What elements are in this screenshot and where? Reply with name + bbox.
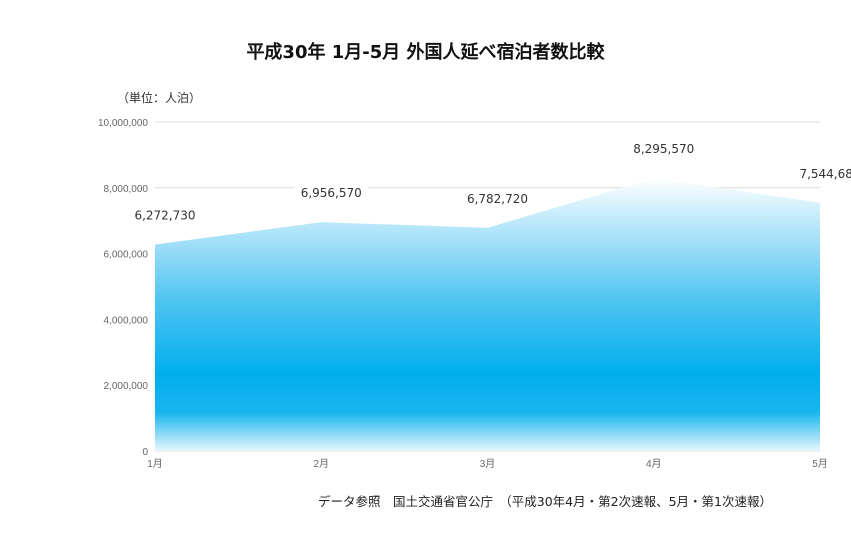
unit-label: （単位：人泊） [117,91,202,105]
data-label: 8,295,570 [633,142,694,156]
data-label: 6,782,720 [467,192,528,206]
x-axis-ticks: 1月 2月 3月 4月 5月 [147,458,828,470]
series-area-fill [155,178,820,451]
y-tick-label: 10,000,000 [98,118,148,129]
data-labels: 6,272,730 6,956,570 6,782,720 8,295,570 7,54… [127,140,851,225]
y-tick-label: 2,000,000 [104,381,149,392]
y-tick-label: 4,000,000 [104,315,149,326]
data-label-background [127,206,203,225]
x-tick-label: 4月 [646,458,662,470]
chart-title: 平成30年 1月-5月 外国人延べ宿泊者数比較 [246,42,605,63]
data-label-background [626,140,702,159]
series-area [155,178,820,451]
data-label-background [293,184,369,203]
data-label: 6,956,570 [301,186,362,200]
data-label: 6,272,730 [134,209,195,223]
y-axis-ticks: 0 2,000,000 4,000,000 6,000,000 8,000,000 10,… [98,118,149,458]
x-tick-label: 3月 [480,458,496,470]
y-tick-label: 0 [142,447,148,458]
x-tick-label: 2月 [313,458,329,470]
y-tick-label: 8,000,000 [104,184,149,195]
x-tick-label: 5月 [812,458,828,470]
source-note: データ参照 国土交通省官公庁 （平成30年4月・第2次速報、5月・第1次速報） [318,494,772,509]
data-label: 7,544,680 [799,167,851,181]
y-tick-label: 6,000,000 [104,250,149,261]
data-label-background [460,189,535,208]
data-label-background [792,164,851,183]
x-tick-label: 1月 [147,458,163,470]
